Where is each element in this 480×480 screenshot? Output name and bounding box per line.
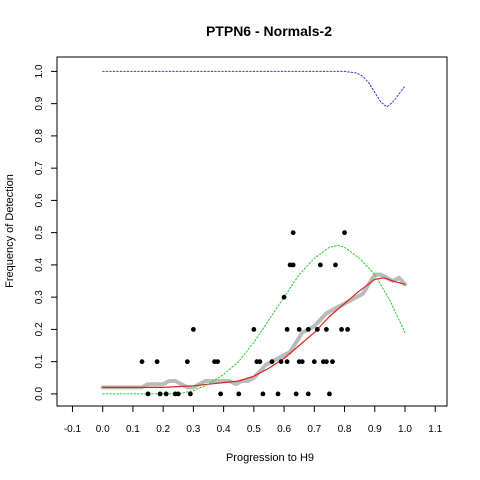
x-tick-label: 0.4	[217, 424, 231, 435]
y-tick-label: 0.6	[34, 193, 45, 207]
data-point	[284, 359, 290, 365]
green-dotted-line	[102, 245, 406, 395]
x-tick-label: 0.0	[96, 424, 110, 435]
data-point	[339, 327, 344, 332]
data-point	[327, 391, 332, 397]
data-point	[269, 359, 275, 365]
data-point	[342, 230, 347, 236]
y-axis-label: Frequency of Detection	[4, 174, 16, 288]
x-tick-label: 0.3	[186, 424, 200, 435]
x-tick-label: 0.7	[307, 424, 321, 435]
y-tick-label: 0.1	[34, 354, 45, 368]
data-point	[257, 359, 263, 365]
data-point	[184, 359, 190, 365]
data-point	[330, 359, 335, 365]
data-point	[314, 327, 320, 332]
plot-frame	[56, 56, 448, 407]
data-point	[145, 391, 151, 397]
data-point	[157, 391, 163, 397]
red-fit-line	[102, 277, 406, 388]
data-point	[317, 262, 323, 268]
y-tick-label: 0.2	[34, 322, 45, 336]
x-tick-label: 0.5	[247, 424, 261, 435]
data-point	[251, 327, 257, 332]
data-point	[296, 327, 302, 332]
data-point	[281, 294, 287, 300]
points-layer	[139, 230, 350, 397]
data-point	[284, 327, 290, 332]
data-point	[154, 359, 160, 365]
y-tick-label: 1.0	[34, 64, 45, 78]
data-point	[260, 391, 266, 397]
data-point	[345, 327, 350, 332]
data-point	[139, 359, 145, 365]
data-point	[275, 391, 281, 397]
x-axis: -0.1 0.0 0.1 0.2 0.3 0.4 0.5 0.6 0.7 0.8 0.9 1.0 1.1	[64, 406, 443, 435]
data-point	[290, 262, 296, 268]
x-tick-label: 1.0	[398, 424, 412, 435]
data-point	[187, 391, 193, 397]
x-tick-label: 0.9	[368, 424, 382, 435]
y-tick-label: 0.7	[34, 161, 45, 175]
y-tick-label: 0.5	[34, 225, 45, 239]
blue-dotted-line	[102, 70, 406, 108]
x-tick-label: 0.1	[126, 424, 140, 435]
data-point	[311, 359, 317, 365]
data-point	[305, 391, 311, 397]
data-point	[215, 359, 220, 365]
x-tick-label: 0.2	[156, 424, 170, 435]
data-point	[305, 327, 311, 332]
data-point	[324, 359, 329, 365]
data-point	[190, 327, 196, 332]
chart-title: PTPN6 - Normals-2	[206, 23, 332, 39]
gray-smooth-line	[100, 272, 407, 390]
x-axis-label: Progression to H9	[226, 452, 314, 464]
x-tick-label: 0.6	[277, 424, 291, 435]
data-point	[175, 391, 181, 397]
x-tick-label: 1.1	[428, 424, 442, 435]
data-point	[163, 391, 169, 397]
data-point	[236, 391, 242, 397]
y-tick-label: 0.4	[34, 258, 45, 272]
data-point	[218, 391, 223, 397]
y-axis: 0.0 0.1 0.2 0.3 0.4 0.5 0.6 0.7 0.8 0.9 1.0	[34, 64, 57, 401]
x-tick-label: 0.8	[338, 424, 352, 435]
data-point	[324, 327, 329, 332]
y-tick-label: 0.0	[34, 387, 45, 401]
data-point	[278, 359, 284, 365]
y-tick-label: 0.3	[34, 290, 45, 304]
y-tick-label: 0.8	[34, 129, 45, 143]
data-point	[299, 359, 305, 365]
data-point	[290, 230, 296, 236]
series-layer	[100, 70, 407, 395]
data-point	[333, 262, 338, 268]
x-tick-label: -0.1	[64, 424, 82, 435]
y-tick-label: 0.9	[34, 96, 45, 110]
data-point	[293, 391, 299, 397]
